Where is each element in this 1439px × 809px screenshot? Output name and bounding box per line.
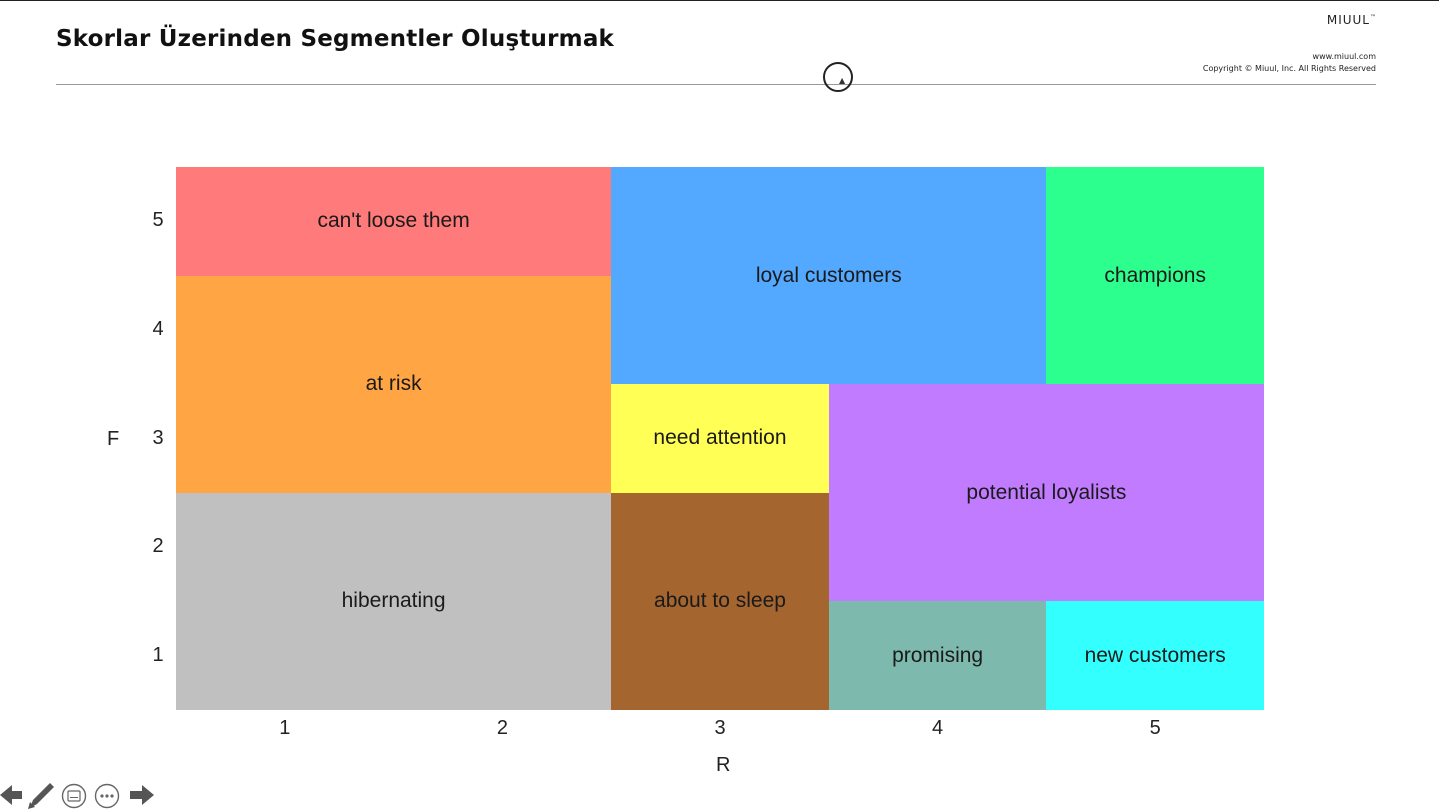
subtitles-icon[interactable] <box>61 783 87 809</box>
segment-new-customers: new customers <box>1046 601 1264 710</box>
brand-trademark: ™ <box>1370 14 1376 21</box>
x-tick-label: 2 <box>496 717 508 739</box>
segment-cant-loose-them: can't loose them <box>176 167 612 276</box>
y-tick-label: 4 <box>152 317 164 340</box>
segment-at-risk: at risk <box>176 275 612 493</box>
copyright-text: Copyright © Miuul, Inc. All Rights Reser… <box>1202 64 1376 73</box>
segment-potential-loyalists: potential loyalists <box>828 384 1264 602</box>
y-tick-label: 3 <box>152 426 164 449</box>
website-text: www.miuul.com <box>1312 52 1376 61</box>
segment-need-attention: need attention <box>611 384 829 493</box>
y-tick-label: 5 <box>152 209 164 232</box>
x-tick-label: 5 <box>1149 717 1161 739</box>
header-divider <box>56 84 1376 85</box>
x-tick-label: 4 <box>932 717 944 739</box>
segment-loyal-customers: loyal customers <box>611 167 1047 385</box>
pen-icon[interactable] <box>26 780 56 809</box>
segment-champions: champions <box>1046 167 1264 385</box>
cursor-highlight-icon: ▲ <box>823 62 853 92</box>
brand-logo: MIUUL™ <box>1327 13 1376 27</box>
top-border <box>0 0 1439 1</box>
more-icon[interactable] <box>94 783 120 809</box>
segment-about-to-sleep: about to sleep <box>611 492 829 710</box>
y-tick-label: 1 <box>152 643 164 666</box>
x-tick-label: 1 <box>279 717 291 739</box>
y-tick-label: 2 <box>152 535 164 558</box>
segment-hibernating: hibernating <box>176 492 612 710</box>
x-tick-label: 3 <box>714 717 726 739</box>
brand-name: MIUUL <box>1326 13 1370 27</box>
slide-title: Skorlar Üzerinden Segmentler Oluşturmak <box>56 26 615 52</box>
x-axis-label: R <box>716 754 731 776</box>
y-axis-label: F <box>107 428 120 450</box>
segment-promising: promising <box>828 601 1047 710</box>
back-arrow-icon[interactable] <box>0 783 22 809</box>
forward-arrow-icon[interactable] <box>128 783 154 809</box>
